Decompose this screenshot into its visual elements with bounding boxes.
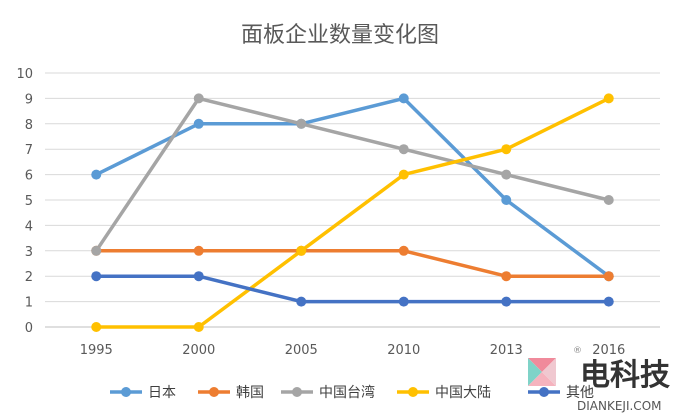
series-group (91, 93, 614, 332)
watermark-logo: ® 电科技 DIANKEJI.COM (528, 346, 670, 413)
series-line-2 (96, 249, 609, 278)
data-point-series-5 (91, 271, 102, 282)
data-point-series-1 (398, 93, 409, 104)
data-point-series-4 (296, 245, 307, 256)
data-point-series-2 (603, 271, 614, 282)
data-point-series-3 (91, 245, 102, 256)
y-tick-label: 0 (25, 321, 33, 336)
y-tick-label: 10 (16, 67, 33, 82)
y-tick-label: 2 (25, 270, 33, 285)
y-tick-label: 9 (25, 92, 33, 107)
data-point-series-3 (193, 93, 204, 104)
legend-label: 其他 (566, 385, 594, 401)
x-tick-label: 1995 (80, 343, 113, 358)
x-tick-label: 2005 (285, 343, 318, 358)
y-tick-label: 3 (25, 245, 33, 260)
data-point-series-4 (501, 144, 512, 155)
data-point-series-4 (603, 93, 614, 104)
y-tick-label: 1 (25, 296, 33, 311)
data-point-series-1 (91, 169, 102, 180)
data-point-series-5 (193, 271, 204, 282)
legend-swatch-marker (121, 387, 131, 397)
y-tick-label: 6 (25, 169, 33, 184)
data-point-series-3 (398, 144, 409, 155)
legend: 日本 韩国 中国台湾 中国大陆 其他 (110, 384, 594, 401)
series-line-3 (94, 96, 610, 252)
data-point-series-4 (91, 322, 102, 332)
data-point-series-1 (193, 118, 204, 129)
x-axis-ticks: 1995 2000 2005 2010 2013 2016 (80, 343, 626, 358)
data-point-series-2 (398, 245, 409, 256)
data-point-series-3 (296, 118, 307, 129)
chart-title: 面板企业数量变化图 (241, 23, 439, 48)
data-point-series-5 (501, 296, 512, 307)
watermark-domain: DIANKEJI.COM (577, 399, 662, 413)
y-tick-label: 7 (25, 143, 33, 158)
watermark-registered: ® (573, 346, 582, 356)
data-point-series-4 (193, 322, 204, 332)
watermark-icon (528, 358, 556, 386)
watermark-brand: 电科技 (580, 358, 670, 393)
data-point-series-1 (501, 195, 512, 205)
series-line-5 (96, 274, 609, 304)
data-point-series-4 (398, 169, 409, 180)
legend-label: 韩国 (236, 385, 264, 401)
x-tick-label: 2016 (592, 343, 625, 358)
x-tick-label: 2000 (182, 343, 215, 358)
legend-swatch-marker (408, 387, 418, 397)
y-tick-label: 4 (25, 219, 33, 234)
series-line-4 (96, 96, 610, 329)
data-point-series-2 (501, 271, 512, 282)
legend-label: 日本 (148, 385, 176, 401)
y-axis-ticks: 0 1 2 3 4 5 6 7 8 9 10 (16, 67, 33, 336)
x-tick-label: 2010 (387, 343, 420, 358)
y-tick-label: 5 (25, 194, 33, 209)
x-tick-label: 2013 (490, 343, 523, 358)
data-point-series-3 (603, 195, 614, 205)
data-point-series-5 (296, 296, 307, 307)
legend-swatch-marker (209, 387, 219, 397)
data-point-series-3 (501, 169, 512, 180)
data-point-series-5 (603, 296, 614, 307)
legend-label: 中国台湾 (319, 384, 375, 401)
legend-swatch-marker (539, 387, 549, 397)
series-line-1 (95, 96, 610, 278)
y-tick-label: 8 (25, 118, 33, 133)
legend-label: 中国大陆 (435, 385, 491, 401)
data-point-series-2 (193, 245, 204, 256)
data-point-series-5 (398, 296, 409, 307)
legend-swatch-marker (292, 387, 302, 397)
